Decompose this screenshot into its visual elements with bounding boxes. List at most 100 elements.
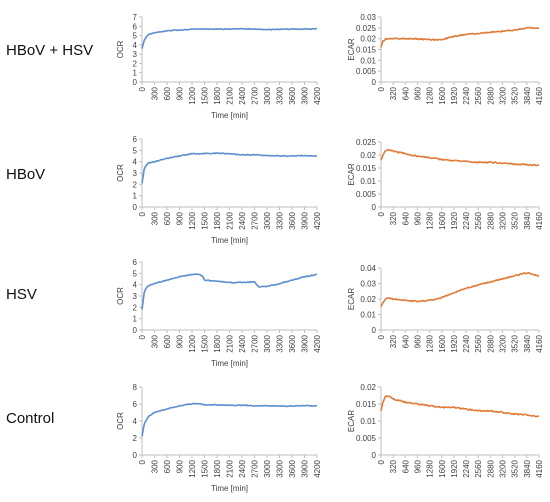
x-tick-label: 1280 — [426, 459, 435, 477]
x-axis-label: Time [min] — [211, 484, 248, 493]
x-tick-label: 2880 — [486, 459, 495, 477]
x-tick-label: 2560 — [474, 459, 483, 477]
x-tick-label: 1280 — [426, 211, 435, 229]
x-tick-label: 3200 — [499, 211, 508, 229]
row-label-hbov: HBoV — [6, 166, 46, 183]
x-tick-label: 1280 — [426, 86, 435, 104]
row-label-hsv: HSV — [6, 286, 37, 303]
series-line-ocr — [141, 402, 318, 437]
x-tick-label: 2240 — [462, 86, 471, 104]
y-tick-label: 0.015 — [356, 400, 377, 409]
x-tick-label: 960 — [413, 211, 422, 225]
x-tick-label: 3000 — [263, 334, 272, 352]
x-tick-label: 4160 — [535, 459, 544, 477]
x-tick-label: 1500 — [201, 459, 210, 477]
x-tick-label: 3840 — [523, 334, 532, 352]
x-tick-label: 3200 — [499, 334, 508, 352]
row-label-control: Control — [6, 410, 55, 427]
x-tick-label: 2240 — [462, 334, 471, 352]
x-tick-label: 4200 — [313, 334, 322, 352]
x-tick-label: 2700 — [251, 86, 260, 104]
x-tick-label: 960 — [413, 334, 422, 348]
y-axis-label: ECAR — [347, 410, 356, 432]
chart-3-ocr: 0 1 2 3 4 5 6 0 300 600 900 1200 1500 1800 2100 2400 270… — [116, 135, 322, 245]
x-tick-label: 3300 — [276, 86, 285, 104]
x-tick-label: 3900 — [301, 334, 310, 352]
x-tick-label: 3300 — [276, 211, 285, 229]
x-tick-label: 600 — [163, 86, 172, 100]
y-tick-label: 1 — [133, 69, 138, 78]
x-tick-label: 1920 — [450, 86, 459, 104]
x-tick-label: 3300 — [276, 459, 285, 477]
x-tick-label: 600 — [163, 459, 172, 473]
x-tick-label: 1600 — [438, 459, 447, 477]
x-tick-label: 3520 — [511, 459, 520, 477]
y-tick-label: 0 — [372, 78, 377, 87]
x-tick-label: 0 — [138, 211, 147, 216]
x-tick-label: 3000 — [263, 86, 272, 104]
x-tick-label: 0 — [138, 334, 147, 339]
y-tick-label: 4 — [133, 417, 138, 426]
x-tick-label: 640 — [401, 211, 410, 225]
x-tick-label: 900 — [176, 86, 185, 100]
chart-6-ecar: 00.010.020.030.040 320 640 960 1280 1600 1920 2… — [347, 264, 544, 353]
x-tick-label: 3600 — [288, 334, 297, 352]
x-tick-label: 2880 — [486, 211, 495, 229]
x-tick-label: 3000 — [263, 211, 272, 229]
x-tick-label: 2560 — [474, 86, 483, 104]
x-tick-label: 1280 — [426, 334, 435, 352]
y-tick-label: 0.03 — [360, 280, 376, 289]
x-tick-label: 1200 — [188, 86, 197, 104]
y-axis-label: OCR — [116, 287, 125, 305]
y-tick-label: 5 — [133, 269, 138, 278]
y-tick-label: 5 — [133, 32, 138, 41]
y-tick-label: 2 — [133, 434, 138, 443]
y-tick-label: 0.02 — [360, 383, 376, 392]
series-line-ocr — [141, 273, 318, 310]
series-line-ecar — [380, 148, 540, 167]
y-tick-label: 0.005 — [356, 434, 377, 443]
row-label-hbov-hsv: HBoV + HSV — [6, 42, 94, 59]
x-tick-label: 1920 — [450, 334, 459, 352]
y-tick-label: 6 — [133, 22, 138, 31]
x-tick-label: 3200 — [499, 459, 508, 477]
y-tick-label: 0.005 — [356, 190, 377, 199]
x-tick-label: 320 — [389, 459, 398, 473]
x-tick-label: 1920 — [450, 211, 459, 229]
y-tick-label: 6 — [133, 258, 138, 267]
y-tick-label: 4 — [133, 41, 138, 50]
x-tick-label: 300 — [151, 334, 160, 348]
x-tick-label: 2240 — [462, 459, 471, 477]
x-tick-label: 1500 — [201, 86, 210, 104]
y-tick-label: 0 — [372, 203, 377, 212]
y-tick-label: 3 — [133, 169, 138, 178]
y-tick-label: 0.02 — [360, 151, 376, 160]
x-tick-label: 3900 — [301, 459, 310, 477]
y-tick-label: 0 — [133, 451, 138, 460]
y-tick-label: 0.005 — [356, 67, 377, 76]
x-tick-label: 3840 — [523, 459, 532, 477]
y-tick-label: 7 — [133, 13, 138, 22]
x-tick-label: 2700 — [251, 211, 260, 229]
y-tick-label: 0.01 — [360, 56, 376, 65]
x-tick-label: 640 — [401, 86, 410, 100]
series-line-ecar — [380, 271, 540, 308]
y-tick-label: 0 — [372, 451, 377, 460]
x-tick-label: 900 — [176, 459, 185, 473]
y-tick-label: 0.025 — [356, 24, 377, 33]
x-tick-label: 2240 — [462, 211, 471, 229]
x-tick-label: 4200 — [313, 459, 322, 477]
y-tick-label: 6 — [133, 135, 138, 144]
x-tick-label: 600 — [163, 334, 172, 348]
x-tick-label: 1200 — [188, 334, 197, 352]
x-tick-label: 900 — [176, 334, 185, 348]
y-tick-label: 0.01 — [360, 311, 376, 320]
y-tick-label: 0 — [133, 78, 138, 87]
x-tick-label: 3600 — [288, 459, 297, 477]
x-axis-label: Time [min] — [211, 359, 248, 368]
x-tick-label: 960 — [413, 86, 422, 100]
